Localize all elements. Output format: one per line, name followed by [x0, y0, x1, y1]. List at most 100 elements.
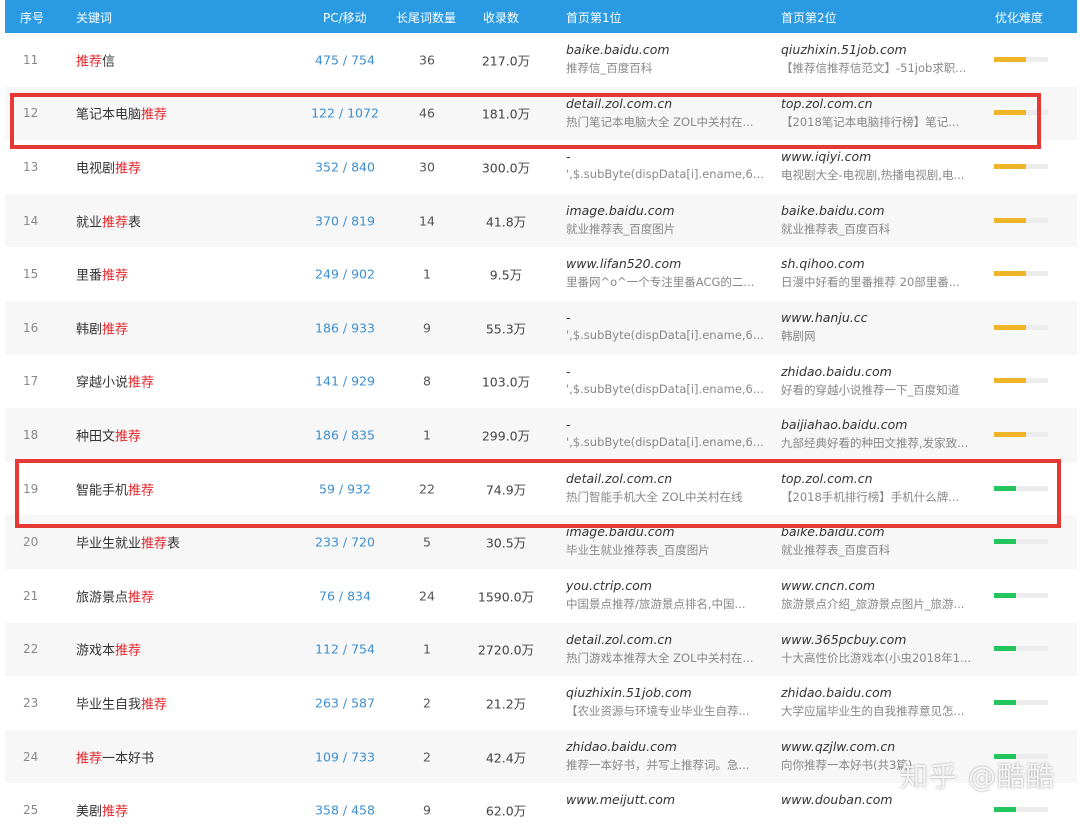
rank2-domain[interactable]: top.zol.com.cn	[781, 95, 873, 111]
rank2-domain[interactable]: www.hanju.cc	[781, 309, 868, 325]
rank1-result[interactable]: image.baidu.com 就业推荐表_百度图片	[566, 203, 771, 237]
rank1-result[interactable]: - ',$.subByte(dispData[i].ename,6...	[566, 364, 771, 396]
pc-mobile-index[interactable]: 352 / 840	[315, 159, 375, 175]
rank2-result[interactable]: baike.baidu.com 就业推荐表_百度百科	[781, 524, 986, 558]
rank1-domain[interactable]: image.baidu.com	[566, 524, 675, 540]
keyword-link[interactable]: 美剧推荐	[76, 801, 128, 820]
col-rank2[interactable]: 首页第2位	[781, 11, 837, 25]
rank2-result[interactable]: sh.qihoo.com 日漫中好看的里番推荐 20部里番...	[781, 256, 986, 290]
table-row[interactable]: 21 旅游景点推荐 76 / 834 24 1590.0万 you.ctrip.…	[5, 569, 1077, 623]
rank1-result[interactable]: detail.zol.com.cn 热门笔记本电脑大全 ZOL中关村在...	[566, 96, 771, 130]
rank2-result[interactable]: www.qzjlw.com.cn 向你推荐一本好书(共3篇)	[781, 739, 986, 773]
rank2-result[interactable]: zhidao.baidu.com 好看的穿越小说推荐一下_百度知道	[781, 364, 986, 398]
rank1-result[interactable]: image.baidu.com 毕业生就业推荐表_百度图片	[566, 524, 771, 558]
pc-mobile-index[interactable]: 112 / 754	[315, 641, 375, 657]
col-idx[interactable]: 序号	[20, 11, 45, 25]
keyword-link[interactable]: 里番推荐	[76, 265, 128, 284]
rank1-result[interactable]: - ',$.subByte(dispData[i].ename,6...	[566, 310, 771, 342]
rank1-domain[interactable]: -	[566, 417, 571, 433]
rank1-result[interactable]: zhidao.baidu.com 推荐一本好书，并写上推荐词。急...	[566, 739, 771, 773]
rank2-result[interactable]: baijiahao.baidu.com 九部经典好看的种田文推荐,发家致...	[781, 417, 986, 451]
col-pc-mobile[interactable]: PC/移动	[323, 11, 367, 25]
keyword-link[interactable]: 电视剧推荐	[76, 157, 141, 176]
rank1-domain[interactable]: you.ctrip.com	[566, 577, 652, 593]
keyword-link[interactable]: 推荐信	[76, 50, 115, 69]
pc-mobile-index[interactable]: 141 / 929	[315, 373, 375, 389]
rank1-domain[interactable]: -	[566, 309, 571, 325]
rank1-result[interactable]: baike.baidu.com 推荐信_百度百科	[566, 42, 771, 76]
rank2-domain[interactable]: baike.baidu.com	[781, 524, 885, 540]
table-row[interactable]: 14 就业推荐表 370 / 819 14 41.8万 image.baidu.…	[5, 193, 1077, 248]
rank2-domain[interactable]: zhidao.baidu.com	[781, 363, 892, 379]
pc-mobile-index[interactable]: 475 / 754	[315, 52, 375, 68]
rank2-domain[interactable]: qiuzhixin.51job.com	[781, 42, 907, 57]
keyword-link[interactable]: 毕业生就业推荐表	[76, 533, 180, 552]
rank1-result[interactable]: www.meijutt.com	[566, 792, 771, 810]
col-keyword[interactable]: 关键词	[76, 11, 113, 25]
col-rank1[interactable]: 首页第1位	[566, 11, 622, 25]
rank1-domain[interactable]: detail.zol.com.cn	[566, 470, 673, 486]
rank1-result[interactable]: detail.zol.com.cn 热门游戏本推荐大全 ZOL中关村在...	[566, 632, 771, 666]
rank1-domain[interactable]: detail.zol.com.cn	[566, 631, 673, 647]
rank2-result[interactable]: www.cncn.com 旅游景点介绍_旅游景点图片_旅游...	[781, 578, 986, 612]
pc-mobile-index[interactable]: 186 / 933	[315, 320, 375, 336]
rank2-result[interactable]: top.zol.com.cn 【2018笔记本电脑排行榜】笔记...	[781, 96, 986, 130]
keyword-link[interactable]: 穿越小说推荐	[76, 372, 154, 391]
pc-mobile-index[interactable]: 186 / 835	[315, 427, 375, 443]
keyword-link[interactable]: 游戏本推荐	[76, 640, 141, 659]
rank1-result[interactable]: detail.zol.com.cn 热门智能手机大全 ZOL中关村在线	[566, 471, 771, 505]
rank1-result[interactable]: - ',$.subByte(dispData[i].ename,6...	[566, 417, 771, 449]
rank2-domain[interactable]: www.365pcbuy.com	[781, 631, 907, 647]
pc-mobile-index[interactable]: 59 / 932	[319, 481, 371, 497]
rank2-result[interactable]: baike.baidu.com 就业推荐表_百度百科	[781, 203, 986, 237]
table-row[interactable]: 11 推荐信 475 / 754 36 217.0万 baike.baidu.c…	[5, 33, 1077, 87]
pc-mobile-index[interactable]: 370 / 819	[315, 213, 375, 229]
rank2-result[interactable]: zhidao.baidu.com 大学应届毕业生的自我推荐意见怎...	[781, 685, 986, 719]
col-difficulty[interactable]: 优化难度	[995, 11, 1044, 25]
table-row[interactable]: 17 穿越小说推荐 141 / 929 8 103.0万 - ',$.subByt…	[5, 355, 1077, 409]
rank2-domain[interactable]: baike.baidu.com	[781, 202, 885, 218]
rank2-result[interactable]: qiuzhixin.51job.com 【推荐信推荐信范文】-51job求职...	[781, 42, 986, 76]
rank1-domain[interactable]: baike.baidu.com	[566, 42, 670, 57]
pc-mobile-index[interactable]: 122 / 1072	[311, 105, 379, 121]
rank1-result[interactable]: www.lifan520.com 里番网^o^一个专注里番ACG的二...	[566, 256, 771, 290]
rank1-domain[interactable]: www.meijutt.com	[566, 792, 676, 808]
rank2-result[interactable]: www.douban.com	[781, 792, 986, 810]
table-row[interactable]: 16 韩剧推荐 186 / 933 9 55.3万 - ',$.subByte(d…	[5, 300, 1077, 355]
rank1-result[interactable]: qiuzhixin.51job.com 【农业资源与环境专业毕业生自荐...	[566, 685, 771, 719]
keyword-link[interactable]: 就业推荐表	[76, 211, 141, 230]
rank1-domain[interactable]: www.lifan520.com	[566, 256, 682, 272]
keyword-link[interactable]: 推荐一本好书	[76, 747, 154, 766]
rank2-result[interactable]: top.zol.com.cn 【2018手机排行榜】手机什么牌...	[781, 471, 986, 505]
keyword-link[interactable]: 旅游景点推荐	[76, 586, 154, 605]
pc-mobile-index[interactable]: 249 / 902	[315, 266, 375, 282]
rank2-result[interactable]: www.iqiyi.com 电视剧大全-电视剧,热播电视剧,电...	[781, 149, 986, 183]
col-indexed[interactable]: 收录数	[483, 11, 520, 25]
rank2-domain[interactable]: baijiahao.baidu.com	[781, 417, 908, 433]
keyword-link[interactable]: 笔记本电脑推荐	[76, 104, 167, 123]
rank2-result[interactable]: www.hanju.cc 韩剧网	[781, 310, 986, 344]
rank2-result[interactable]: www.365pcbuy.com 十大高性价比游戏本(小虫2018年1...	[781, 632, 986, 666]
rank1-domain[interactable]: image.baidu.com	[566, 202, 675, 218]
keyword-link[interactable]: 智能手机推荐	[76, 479, 154, 498]
keyword-link[interactable]: 毕业生自我推荐	[76, 693, 167, 712]
table-row[interactable]: 13 电视剧推荐 352 / 840 30 300.0万 - ',$.subByt…	[5, 140, 1077, 194]
rank1-domain[interactable]: zhidao.baidu.com	[566, 738, 677, 754]
table-row[interactable]: 23 毕业生自我推荐 263 / 587 2 21.2万 qiuzhixin.5…	[5, 676, 1077, 730]
rank1-domain[interactable]: detail.zol.com.cn	[566, 95, 673, 111]
rank2-domain[interactable]: sh.qihoo.com	[781, 256, 865, 272]
rank2-domain[interactable]: www.douban.com	[781, 792, 893, 808]
rank1-domain[interactable]: -	[566, 363, 571, 379]
table-row[interactable]: 19 智能手机推荐 59 / 932 22 74.9万 detail.zol.c…	[5, 462, 1077, 516]
rank2-domain[interactable]: www.cncn.com	[781, 577, 876, 593]
table-row[interactable]: 15 里番推荐 249 / 902 1 9.5万 www.lifan520.co…	[5, 247, 1077, 301]
rank2-domain[interactable]: www.qzjlw.com.cn	[781, 738, 896, 754]
pc-mobile-index[interactable]: 109 / 733	[315, 749, 375, 765]
col-longtail[interactable]: 长尾词数量	[396, 11, 457, 25]
rank2-domain[interactable]: zhidao.baidu.com	[781, 685, 892, 701]
table-row[interactable]: 25 美剧推荐 358 / 458 9 62.0万 www.meijutt.co…	[5, 783, 1077, 837]
table-row[interactable]: 22 游戏本推荐 112 / 754 1 2720.0万 detail.zol.…	[5, 622, 1077, 677]
rank1-domain[interactable]: -	[566, 149, 571, 165]
rank1-result[interactable]: you.ctrip.com 中国景点推荐/旅游景点排名,中国...	[566, 578, 771, 612]
rank1-result[interactable]: - ',$.subByte(dispData[i].ename,6...	[566, 149, 771, 181]
